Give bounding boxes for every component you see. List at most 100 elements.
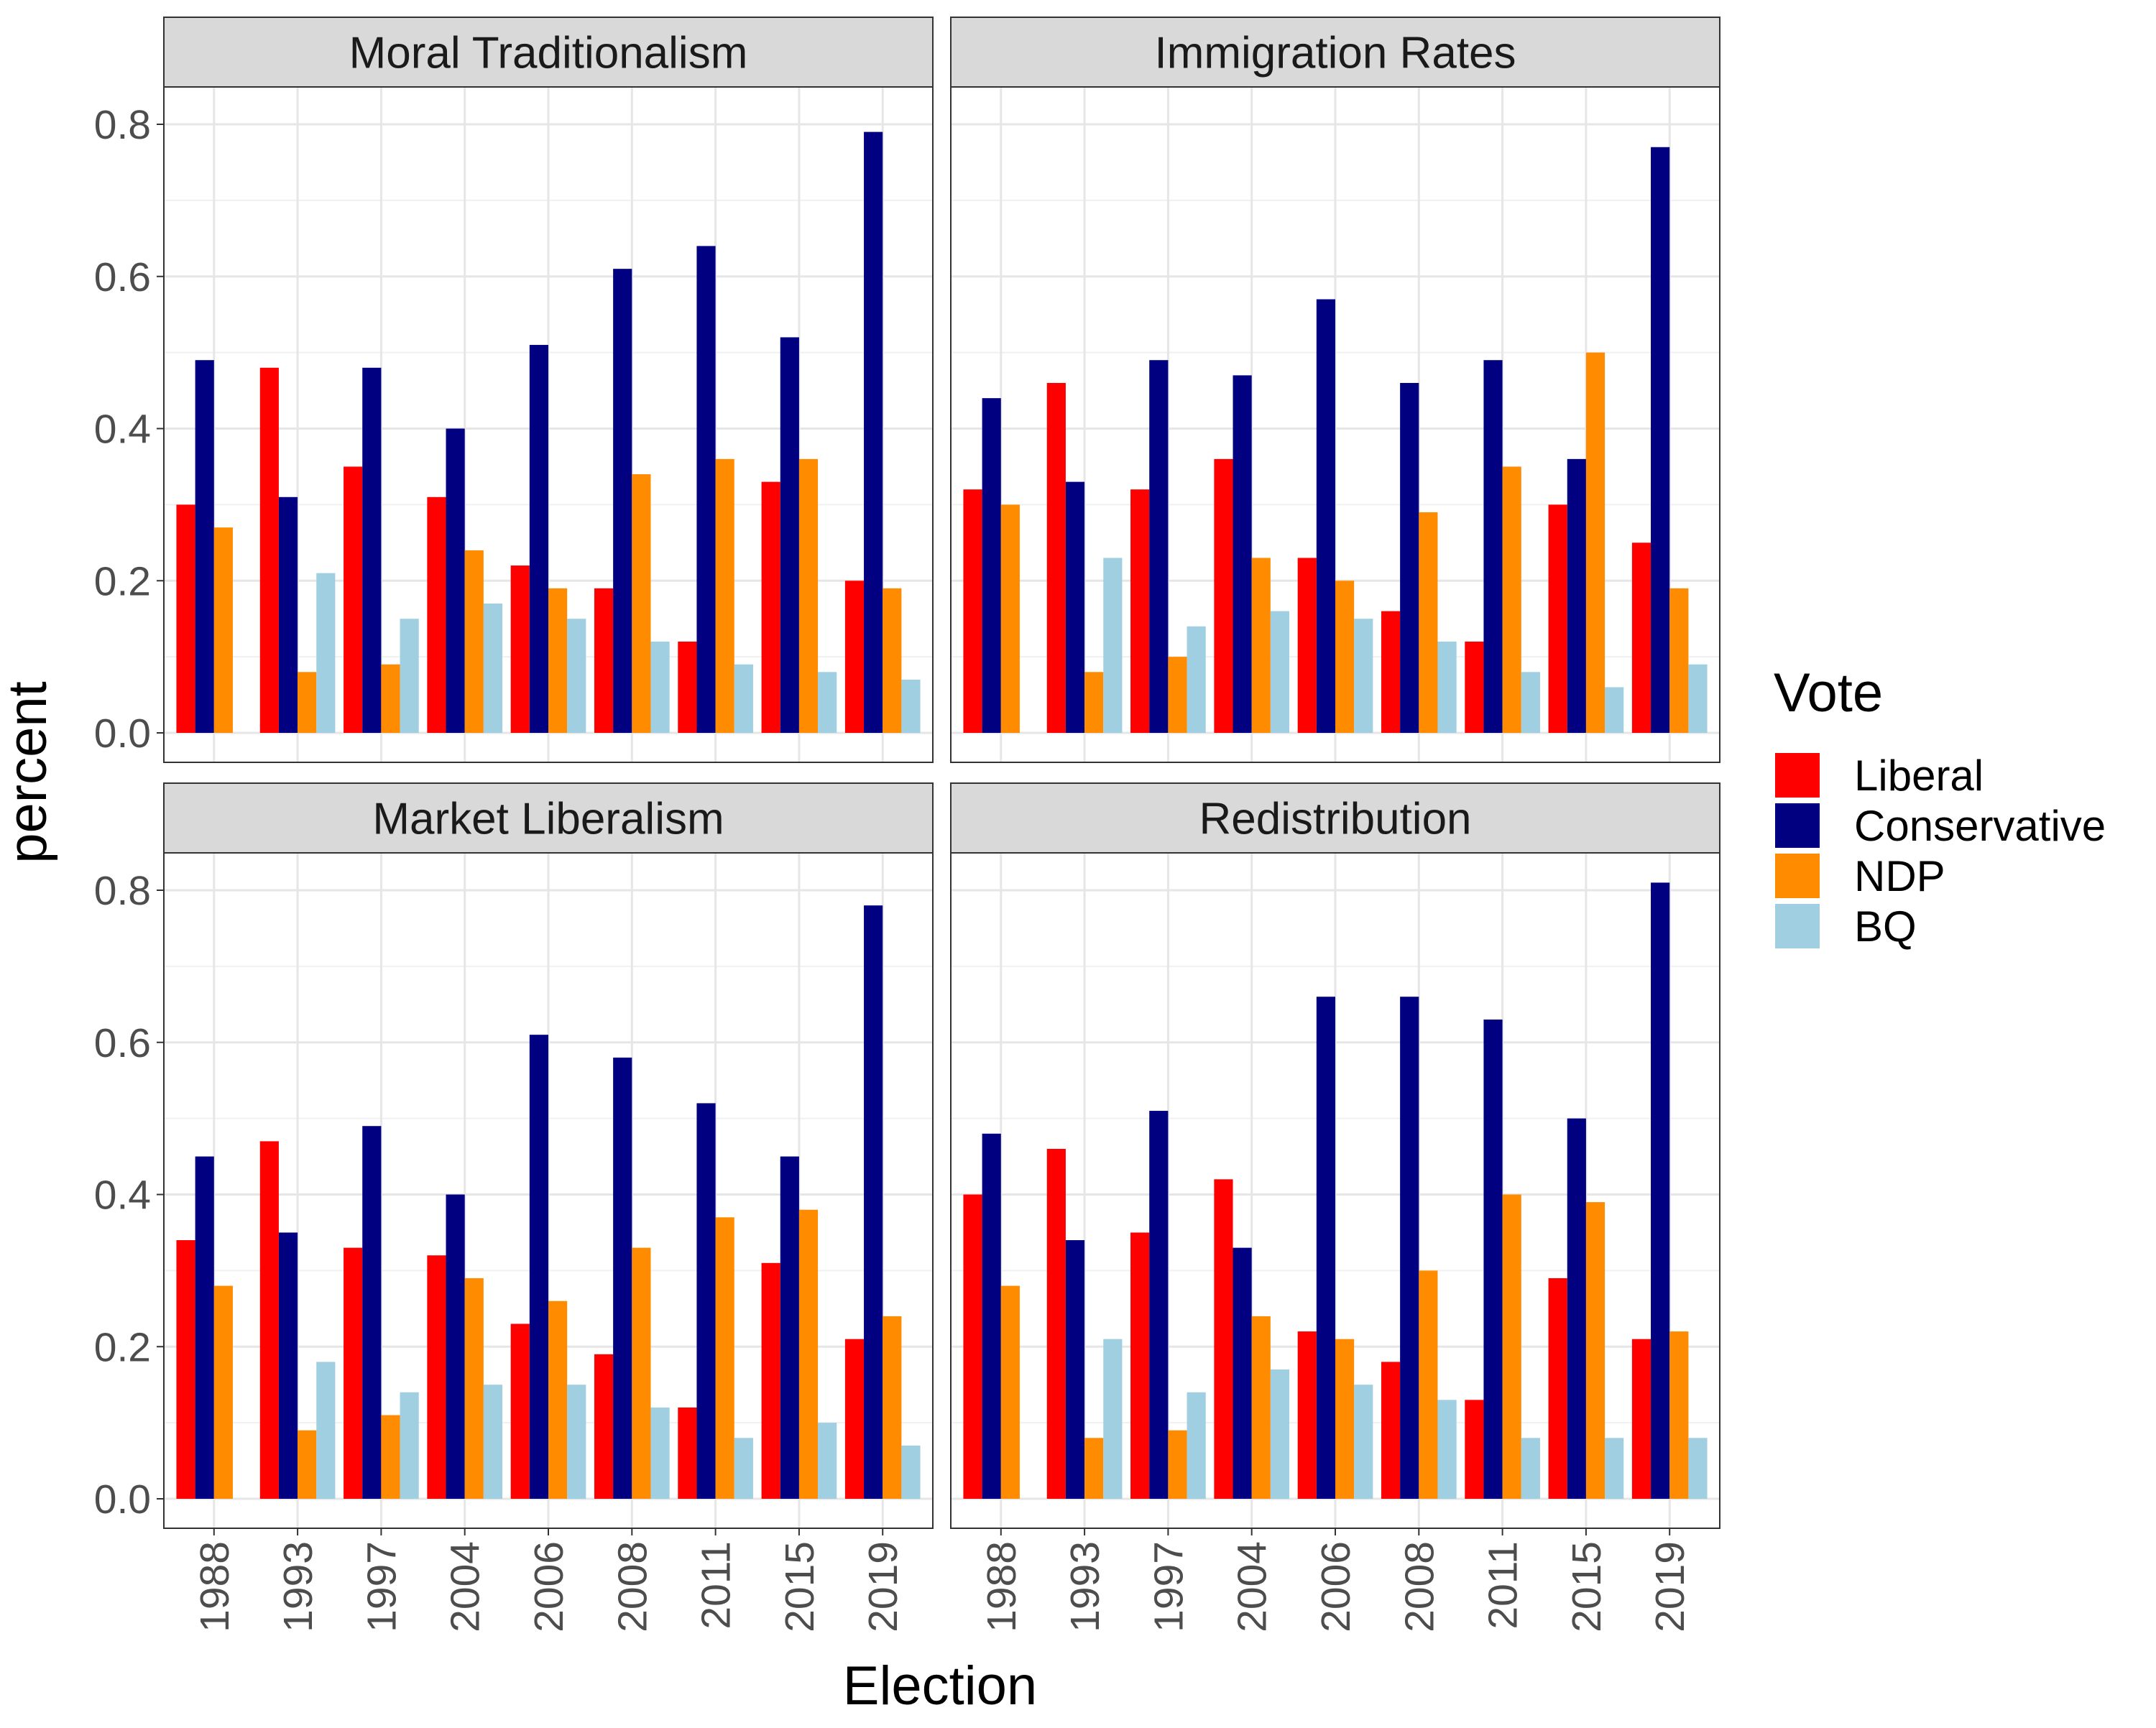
bar-ndp-2015 — [798, 458, 819, 733]
facet-strip — [163, 782, 934, 854]
bar-bq-2015 — [1605, 687, 1624, 733]
facet-strip-label: Market Liberalism — [372, 795, 724, 844]
y-tick-label: 0.4 — [94, 1173, 151, 1219]
x-tick-label: 2019 — [1647, 1541, 1693, 1632]
bar-ndp-1993 — [298, 1430, 317, 1499]
bar-ndp-2011 — [1502, 466, 1521, 733]
bar-ndp-2019 — [883, 588, 902, 733]
bar-conservative-2008 — [613, 1057, 632, 1499]
bar-ndp-1988 — [213, 1285, 233, 1499]
bar-conservative-1993 — [1065, 481, 1085, 733]
bar-liberal-2004 — [427, 496, 446, 733]
bar-bq-2011 — [734, 664, 753, 733]
bar-ndp-2006 — [1335, 581, 1355, 733]
bar-conservative-1988 — [195, 1156, 214, 1499]
bar-bq-2008 — [650, 1407, 670, 1499]
bar-conservative-2011 — [696, 246, 716, 733]
bar-liberal-2011 — [1465, 641, 1484, 733]
bar-conservative-2011 — [1483, 360, 1503, 733]
bar-bq-1993 — [316, 1362, 336, 1499]
bar-liberal-1997 — [1130, 489, 1150, 733]
legend-label-bq: BQ — [1854, 902, 1917, 951]
bar-ndp-2008 — [1419, 512, 1438, 733]
facet-strip-label: Redistribution — [1199, 795, 1471, 844]
panel-market-liberalism: Market Liberalism 0.0 0.2 0.4 0.6 0.8 1988 1993… — [94, 782, 934, 1632]
x-tick-label: 1988 — [192, 1541, 238, 1632]
bar-bq-2011 — [734, 1438, 753, 1499]
y-tick-label: 0.6 — [94, 1020, 151, 1066]
bar-ndp-2006 — [1335, 1339, 1355, 1499]
bar-liberal-2004 — [427, 1255, 446, 1499]
bar-liberal-2011 — [1465, 1400, 1484, 1499]
bar-ndp-1988 — [1000, 1285, 1020, 1499]
panel-immigration-rates: Immigration Rates — [950, 17, 1720, 763]
bar-conservative-2019 — [864, 131, 883, 733]
bar-bq-1997 — [400, 619, 419, 733]
y-tick-label: 0.2 — [94, 558, 151, 604]
bar-bq-2019 — [1688, 664, 1708, 733]
x-tick-label: 2015 — [1564, 1541, 1610, 1632]
bar-liberal-2019 — [1631, 1339, 1651, 1499]
bar-bq-2011 — [1521, 1438, 1540, 1499]
bar-liberal-2019 — [844, 1339, 865, 1499]
y-tick-label: 0.0 — [94, 711, 151, 757]
bar-conservative-2004 — [446, 1194, 465, 1499]
legend-label-ndp: NDP — [1854, 852, 1945, 900]
y-tick-label: 0.8 — [94, 868, 151, 914]
bar-conservative-2019 — [1651, 147, 1670, 733]
bar-liberal-2008 — [1381, 1362, 1401, 1499]
bar-bq-2019 — [901, 1445, 921, 1499]
bar-conservative-1997 — [362, 367, 382, 733]
bar-conservative-2019 — [1651, 882, 1670, 1499]
bar-bq-2004 — [1270, 1369, 1290, 1499]
bar-conservative-2006 — [529, 345, 548, 734]
x-tick-label: 1993 — [275, 1541, 321, 1632]
bar-liberal-1993 — [1046, 1148, 1066, 1499]
bar-bq-2004 — [483, 604, 503, 733]
bar-conservative-2008 — [1400, 382, 1419, 733]
bar-bq-2019 — [901, 679, 921, 733]
legend-title: Vote — [1774, 662, 1883, 724]
bar-conservative-1988 — [982, 398, 1001, 733]
bar-conservative-2008 — [1400, 997, 1419, 1499]
panels-layer: Moral Traditionalism 0.0 0.2 0.4 0.6 0.8 Immig… — [94, 17, 1720, 1632]
x-tick-label: 2006 — [526, 1541, 572, 1632]
bar-bq-2006 — [1354, 1385, 1373, 1499]
bar-ndp-1993 — [1084, 672, 1104, 733]
bar-ndp-2011 — [715, 1217, 734, 1499]
bar-ndp-2008 — [1419, 1270, 1438, 1499]
bar-conservative-1997 — [362, 1126, 382, 1499]
bar-liberal-1997 — [1130, 1232, 1150, 1499]
bar-conservative-1993 — [278, 1232, 298, 1499]
bar-bq-2008 — [1437, 1400, 1457, 1499]
legend-label-conservative: Conservative — [1854, 802, 2106, 850]
bar-bq-2006 — [567, 619, 586, 733]
bar-ndp-2015 — [1585, 1202, 1606, 1499]
legend-swatch-ndp — [1775, 854, 1820, 898]
bar-conservative-2015 — [1567, 458, 1586, 733]
legend-label-liberal: Liberal — [1854, 752, 1984, 800]
bar-liberal-1988 — [176, 1240, 195, 1499]
y-axis-title: percent — [0, 681, 58, 864]
bar-conservative-2019 — [864, 905, 883, 1499]
x-tick-label: 1993 — [1062, 1541, 1108, 1632]
bar-bq-2011 — [1521, 672, 1540, 733]
bar-ndp-1993 — [1084, 1438, 1104, 1499]
bar-conservative-2011 — [1483, 1019, 1503, 1499]
bar-ndp-1997 — [381, 664, 400, 733]
bar-ndp-2019 — [883, 1316, 902, 1499]
bar-bq-2006 — [1354, 619, 1373, 733]
bar-liberal-2006 — [510, 1323, 530, 1499]
x-tick-label: 2011 — [1480, 1541, 1526, 1630]
bar-bq-2004 — [1270, 611, 1290, 733]
bar-liberal-2008 — [594, 588, 614, 733]
bar-ndp-2011 — [715, 458, 734, 733]
bar-ndp-2006 — [548, 1300, 568, 1499]
bar-bq-1993 — [1103, 1339, 1123, 1499]
facet-strip-label: Immigration Rates — [1154, 29, 1516, 78]
bar-bq-1997 — [1187, 1392, 1206, 1499]
y-tick-label: 0.6 — [94, 254, 151, 300]
